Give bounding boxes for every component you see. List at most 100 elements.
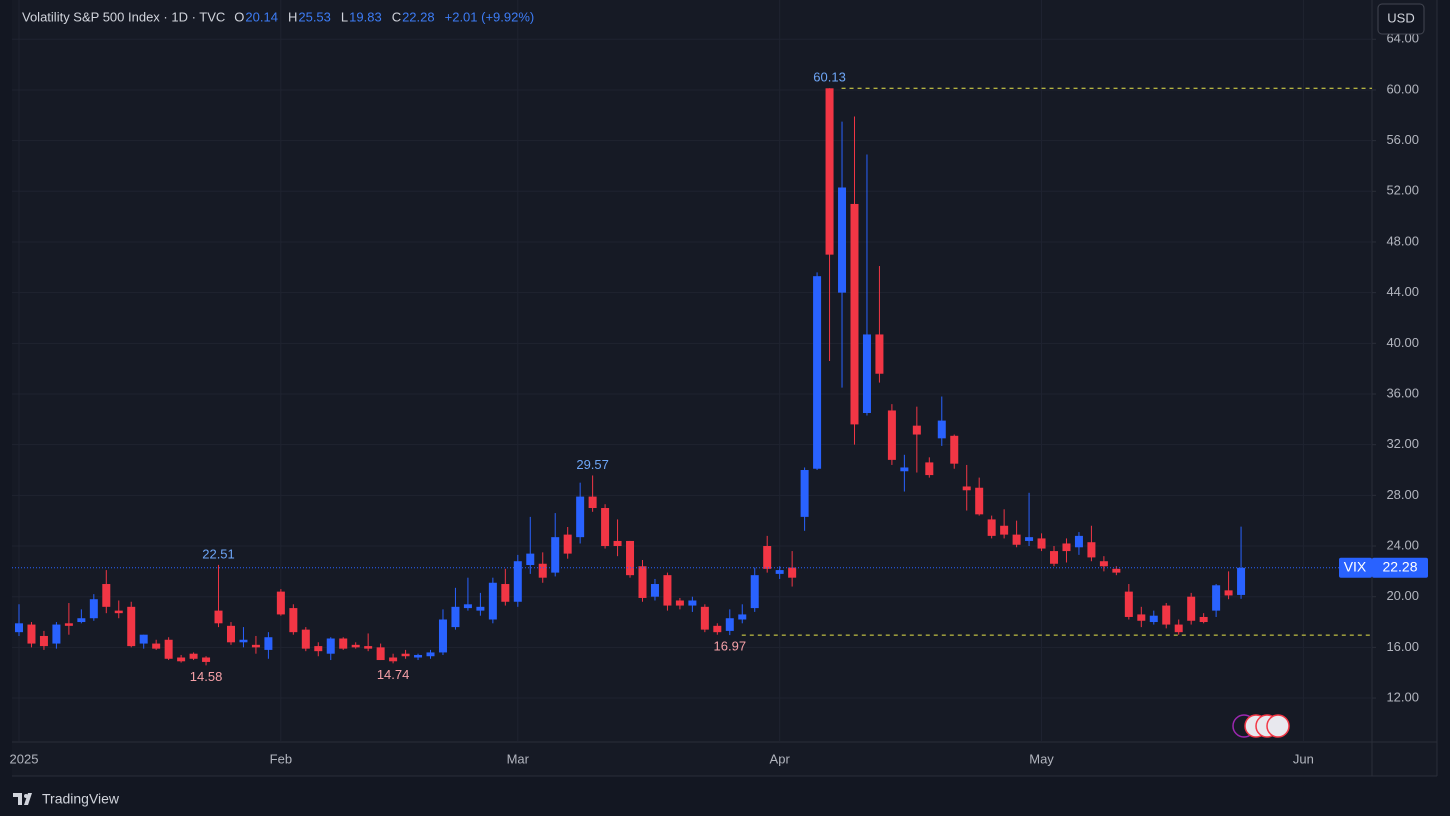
candle-body	[650, 584, 659, 597]
currency-box[interactable]	[1377, 3, 1425, 35]
candle-body	[925, 462, 934, 476]
y-tick-label: 40.00	[1386, 335, 1419, 350]
series-name-box	[1339, 557, 1372, 578]
plot-area	[12, 0, 1437, 776]
candle-body	[576, 496, 585, 538]
candle-body	[1162, 605, 1171, 625]
candle-body	[725, 618, 734, 631]
y-tick-label: 12.00	[1386, 689, 1419, 704]
brand-logo-dot[interactable]	[24, 794, 28, 798]
candle-body	[214, 610, 223, 624]
candle-body	[875, 334, 884, 374]
candle-body	[202, 657, 211, 662]
candle-body	[663, 575, 672, 606]
candle-body	[401, 653, 410, 657]
candle-body	[251, 644, 260, 648]
candle-body	[738, 614, 747, 620]
candle-body	[289, 608, 298, 633]
candle-body	[152, 643, 161, 649]
ohlc-key: L	[341, 9, 348, 24]
candle-body	[102, 584, 111, 607]
candle-body	[52, 624, 61, 644]
candle-body	[601, 508, 610, 547]
candle-body	[588, 496, 597, 509]
currency-button[interactable]: USD	[1377, 3, 1425, 35]
x-tick-label: Feb	[270, 751, 292, 766]
candle-body	[77, 618, 86, 623]
low-label: 16.97	[714, 639, 747, 654]
candle-body	[1212, 585, 1221, 611]
header: Volatility S&P 500 Index · 1D · TVC O 20.…	[22, 9, 534, 24]
candle-body	[975, 487, 984, 515]
candle-body	[39, 635, 48, 647]
x-tick-label: Apr	[770, 751, 791, 766]
candle-body	[713, 625, 722, 633]
event-icon[interactable]	[1266, 714, 1290, 738]
candle-body	[775, 570, 784, 574]
candle-body	[1224, 590, 1233, 596]
candle-body	[538, 563, 547, 578]
candle-body	[64, 623, 73, 626]
y-tick-label: 48.00	[1386, 233, 1419, 248]
candle-body	[1087, 542, 1096, 558]
candle-body	[488, 582, 497, 620]
brand[interactable]: TradingView	[13, 791, 120, 807]
ohlc-value: 25.53	[298, 9, 331, 24]
y-tick-label: 44.00	[1386, 284, 1419, 299]
candle-body	[813, 276, 822, 469]
ohlc-key: O	[234, 9, 244, 24]
candle-body	[937, 420, 946, 439]
candle-body	[638, 566, 647, 598]
event-icons[interactable]	[1232, 714, 1290, 738]
candle-body	[800, 470, 809, 517]
x-tick-label: Mar	[507, 751, 530, 766]
candle-body	[389, 657, 398, 662]
y-tick-label: 20.00	[1386, 588, 1419, 603]
candle-body	[1149, 615, 1158, 623]
candle-body	[1062, 543, 1071, 552]
candle-body	[862, 334, 871, 413]
candle-body	[139, 634, 148, 644]
currency-label[interactable]: USD	[1387, 10, 1414, 25]
x-tick-label: May	[1029, 751, 1054, 766]
candle-body	[688, 600, 697, 606]
candle-body	[1000, 525, 1009, 535]
candle-body	[339, 638, 348, 649]
y-tick-label: 32.00	[1386, 436, 1419, 451]
last-price-box	[1372, 557, 1428, 578]
y-tick-label: 28.00	[1386, 487, 1419, 502]
candle-body	[301, 629, 310, 649]
candle-body	[463, 604, 472, 609]
candle-body	[476, 606, 485, 611]
ohlc-key: H	[288, 9, 297, 24]
candle-body	[1074, 535, 1083, 548]
candle-body	[551, 537, 560, 573]
symbol-title: Volatility S&P 500 Index · 1D · TVC	[22, 9, 225, 24]
candle-body	[912, 425, 921, 435]
high-label: 29.57	[576, 457, 609, 472]
candle-body	[950, 435, 959, 464]
candle-body	[750, 575, 759, 609]
ohlc-value: +2.01 (+9.92%)	[445, 9, 535, 24]
candle-body	[1237, 567, 1246, 595]
candle-body	[501, 584, 510, 602]
x-tick-label: 2025	[10, 751, 39, 766]
candle-body	[414, 654, 423, 658]
candle-body	[838, 187, 847, 293]
candle-body	[364, 646, 373, 649]
grid: 12.00 16.00 20.00 24.00 28.00 32.00 36.00 40.00…	[10, 0, 1419, 766]
high-label: 60.13	[813, 70, 846, 85]
candle-body	[27, 624, 36, 644]
candle-body	[700, 606, 709, 630]
candle-body	[1124, 591, 1133, 617]
low-label: 14.58	[190, 669, 223, 684]
brand-name[interactable]: TradingView	[42, 791, 120, 807]
ohlc-key: C	[392, 9, 401, 24]
candle-body	[226, 625, 235, 643]
ohlc-value: 19.83	[349, 9, 382, 24]
y-tick-label: 36.00	[1386, 385, 1419, 400]
candle-body	[763, 546, 772, 569]
ohlc-value: 22.28	[402, 9, 435, 24]
candle-body	[1099, 561, 1108, 567]
